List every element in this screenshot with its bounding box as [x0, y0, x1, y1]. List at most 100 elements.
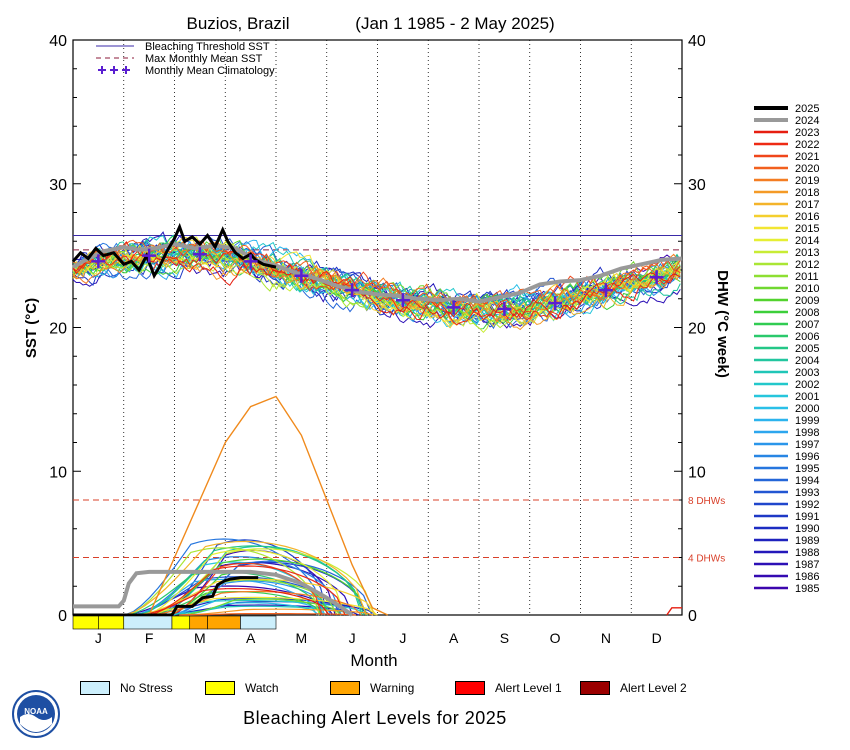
climatology-marker	[548, 296, 563, 311]
year-legend-label: 1987	[795, 559, 819, 571]
sst-line-2021	[72, 240, 681, 315]
year-legend-label: 2002	[795, 379, 819, 391]
alert-legend-swatch	[455, 681, 485, 695]
month-tick-label: J	[95, 630, 102, 646]
y-axis-label-right: DHW (°C week)	[714, 270, 731, 378]
climatology-marker	[649, 270, 664, 285]
chart-date-range: (Jan 1 1985 - 2 May 2025)	[355, 14, 554, 33]
sst-line-2025	[71, 222, 277, 280]
year-legend-label: 2021	[795, 151, 819, 163]
alert-legend-swatch	[205, 681, 235, 695]
dhw-line-2020	[179, 613, 357, 616]
chart-title: Buzios, Brazil	[187, 14, 290, 33]
alert-bar-segment	[240, 615, 277, 630]
month-tick-label: A	[246, 630, 256, 646]
dhw-line-2016	[136, 578, 377, 616]
climatology-marker	[91, 254, 106, 269]
dhw-line-2018	[182, 608, 374, 616]
year-legend-label: 1999	[795, 415, 819, 427]
climatology-marker	[446, 300, 461, 315]
legend-swatch-climatology	[122, 66, 130, 74]
alert-legend-label: Warning	[370, 681, 415, 695]
dhw-line-2023	[140, 587, 330, 616]
year-legend-label: 2016	[795, 211, 819, 223]
y-tick-label-left: 0	[58, 608, 67, 625]
noaa-logo: NOAA	[12, 690, 60, 738]
y-tick-label-left: 20	[49, 321, 67, 338]
year-legend-label: 1986	[795, 571, 819, 583]
sst-line-2017	[72, 252, 681, 325]
month-tick-label: A	[449, 630, 459, 646]
dhw-threshold-label: 4 DHWs	[688, 554, 725, 565]
dhw-line-2014	[145, 549, 346, 616]
alert-bar-segment	[98, 615, 125, 630]
year-legend-label: 2003	[795, 367, 819, 379]
alert-legend-label: Alert Level 1	[495, 681, 562, 695]
year-legend-label: 1990	[795, 523, 819, 535]
dhw-series-group	[73, 395, 682, 617]
sst-line-1991	[72, 246, 681, 328]
noaa-logo-text: NOAA	[24, 707, 48, 716]
year-legend-label: 1993	[795, 487, 819, 499]
sst-line-2020	[72, 239, 681, 307]
year-legend-label: 2014	[795, 235, 819, 247]
year-legend-label: 1996	[795, 451, 819, 463]
alert-bar-segment	[189, 615, 208, 630]
year-legend-label: 1991	[795, 511, 819, 523]
year-legend-label: 1992	[795, 499, 819, 511]
sst-line-2004	[72, 238, 681, 321]
plot-area: 0 0 10 10 20 20 30 30 40 40 J F M A M J J A S O N D 8 DHWs 4 DH…	[49, 33, 725, 646]
alert-legend-label: Watch	[245, 681, 279, 695]
month-tick-label: M	[194, 630, 206, 646]
climatology-marker	[142, 248, 157, 263]
footer-title: Bleaching Alert Levels for 2025	[243, 708, 507, 728]
year-legend-label: 2023	[795, 127, 819, 139]
sst-series-group	[71, 222, 683, 334]
year-legend-label: 2005	[795, 343, 819, 355]
dhw-line-2021	[169, 562, 323, 616]
year-legend-label: 1997	[795, 439, 819, 451]
dhw-line-2017	[124, 540, 367, 616]
climatology-marker	[294, 268, 309, 283]
y-tick-label-right: 10	[688, 464, 706, 481]
dhw-threshold-label: 8 DHWs	[688, 496, 725, 507]
month-tick-label: O	[550, 630, 561, 646]
year-legend-label: 2019	[795, 175, 819, 187]
month-tick-label: S	[500, 630, 509, 646]
climatology-marker	[395, 293, 410, 308]
dhw-line-2010	[181, 598, 342, 616]
dhw-line-1996	[136, 556, 342, 616]
dhw-line-1995	[124, 538, 324, 616]
dhw-line-2025	[73, 576, 259, 617]
dhw-line-2024	[73, 569, 354, 617]
month-tick-label: D	[652, 630, 662, 646]
year-legend-label: 1994	[795, 475, 819, 487]
dhw-line-2022	[148, 565, 346, 616]
dhw-line-2009	[149, 558, 368, 616]
year-legend-label: 2010	[795, 283, 819, 295]
x-axis-label: Month	[350, 651, 397, 670]
year-legend: 2025202420232022202120202019201820172016…	[754, 103, 819, 595]
year-legend-label: 2012	[795, 259, 819, 271]
climatology-marker	[192, 247, 207, 262]
alert-bar-segment	[123, 615, 173, 630]
dhw-line-late-2023	[666, 607, 682, 616]
y-tick-label-right: 20	[688, 321, 706, 338]
climatology-marker	[243, 254, 258, 269]
year-legend-label: 2000	[795, 403, 819, 415]
y-tick-label-left: 10	[49, 464, 67, 481]
month-tick-label: M	[296, 630, 308, 646]
alert-legend-swatch	[330, 681, 360, 695]
year-legend-label: 1998	[795, 427, 819, 439]
reference-legend-label: Max Monthly Mean SST	[145, 53, 263, 65]
alert-legend-label: Alert Level 2	[620, 681, 687, 695]
reference-legend-label: Bleaching Threshold SST	[145, 41, 270, 53]
year-legend-label: 2008	[795, 307, 819, 319]
y-tick-label-left: 40	[49, 33, 67, 50]
year-legend-label: 2013	[795, 247, 819, 259]
month-tick-label: N	[601, 630, 611, 646]
year-legend-label: 1988	[795, 547, 819, 559]
month-tick-label: J	[399, 630, 406, 646]
month-tick-label: J	[349, 630, 356, 646]
legend-swatch-climatology	[110, 66, 118, 74]
